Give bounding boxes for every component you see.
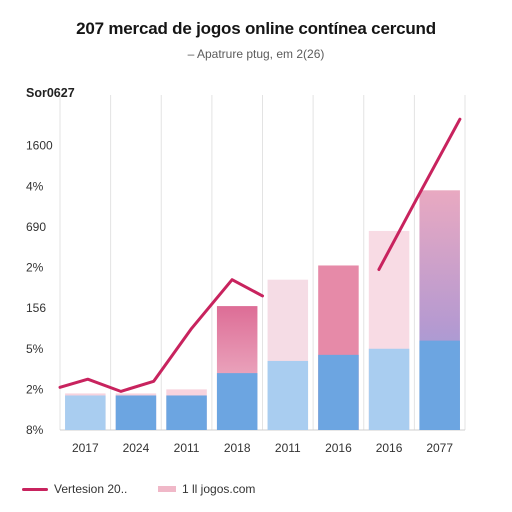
line-series-segment: [377, 117, 462, 271]
bar-segment: [216, 373, 258, 430]
bar-segment: [115, 395, 157, 430]
x-tick-label: 2011: [275, 441, 301, 455]
y-tick-label: 8%: [26, 423, 44, 437]
x-tick-label: 2011: [174, 441, 200, 455]
legend-item-line: Vertesion 20..: [22, 482, 127, 496]
y-tick-label: 5%: [26, 342, 44, 356]
y-tick-label: 4%: [26, 179, 44, 193]
y-tick-label: 2%: [26, 382, 44, 396]
x-tick-label: 2017: [72, 441, 99, 455]
x-axis: 2017 2024 2011 2018 2011 2016 2016 2077: [72, 441, 453, 455]
x-tick-label: 2016: [376, 441, 403, 455]
legend-line-swatch: [22, 487, 48, 491]
chart-title: 207 mercad de jogos online contínea cerc…: [76, 19, 436, 38]
y-tick-label: 1600: [26, 139, 53, 153]
bar-segment: [166, 395, 207, 430]
y-axis-unit-label: Sor0627: [26, 86, 75, 100]
y-tick-label: 690: [26, 220, 46, 234]
legend-bar-swatch: [158, 486, 176, 492]
bar-segment: [368, 348, 410, 430]
line-layer: [58, 117, 462, 393]
legend-line-label: Vertesion 20..: [54, 482, 128, 496]
y-tick-label: 156: [26, 301, 46, 315]
chart-subtitle: – Apatrure ptug, em 2(26): [187, 47, 325, 61]
bar-segment: [419, 340, 460, 430]
bar-segment: [267, 360, 309, 430]
line-series-segment: [58, 278, 264, 393]
legend: Vertesion 20.. 1 ll jogos.com: [0, 482, 512, 502]
legend-bar-label: 1 ll jogos.com: [182, 482, 256, 496]
bars-layer: [65, 190, 460, 430]
y-tick-label: 2%: [26, 261, 44, 275]
x-tick-label: 2024: [123, 441, 150, 455]
y-axis: 8% 2% 5% 156 2% 690 4% 1600: [26, 139, 53, 437]
bar-segment: [65, 395, 106, 430]
x-tick-label: 2018: [224, 441, 251, 455]
bar-segment: [318, 354, 359, 430]
legend-item-bar: 1 ll jogos.com: [158, 482, 255, 496]
x-tick-label: 2016: [325, 441, 352, 455]
grid-layer: [59, 95, 466, 431]
x-tick-label: 2077: [426, 441, 453, 455]
